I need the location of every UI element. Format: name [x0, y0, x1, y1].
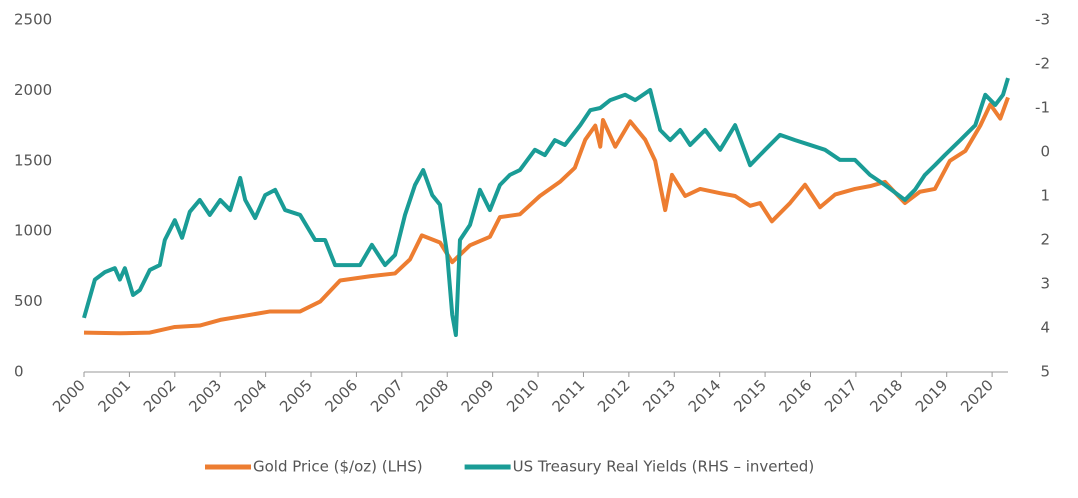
legend-label: US Treasury Real Yields (RHS – inverted) [513, 458, 815, 476]
x-tick-label: 2005 [276, 376, 316, 416]
y-tick-label: 2000 [14, 81, 52, 99]
x-tick-label: 2015 [730, 376, 770, 416]
x-tick-label: 2012 [594, 376, 634, 416]
y-tick-label: 0 [14, 363, 24, 381]
x-tick-label: 2020 [957, 376, 997, 416]
x-tick-label: 2006 [322, 376, 362, 416]
y2-tick-label: -3 [1035, 11, 1050, 29]
y2-tick-label: 3 [1040, 275, 1050, 293]
x-tick-label: 2018 [866, 376, 906, 416]
y2-tick-label: 0 [1040, 143, 1050, 161]
x-tick-label: 2019 [912, 376, 952, 416]
x-tick-label: 2016 [776, 376, 816, 416]
y-tick-label: 1500 [14, 151, 52, 169]
x-tick-label: 2010 [503, 376, 543, 416]
y-tick-label: 2500 [14, 11, 52, 29]
x-tick-label: 2008 [412, 376, 452, 416]
series-line [82, 77, 1010, 338]
y2-tick-label: -1 [1035, 99, 1050, 117]
x-tick-label: 2004 [231, 376, 271, 416]
y2-tick-label: 2 [1040, 231, 1050, 249]
x-tick-label: 2002 [140, 376, 180, 416]
x-tick-label: 2014 [685, 376, 725, 416]
y-tick-label: 1000 [14, 222, 52, 240]
x-tick-label: 2003 [185, 376, 225, 416]
y2-tick-label: -2 [1035, 55, 1050, 73]
series-line [83, 96, 1010, 336]
x-tick-label: 2007 [367, 376, 407, 416]
y-tick-label: 500 [14, 292, 43, 310]
x-tick-label: 2017 [821, 376, 861, 416]
x-tick-label: 2001 [95, 376, 135, 416]
x-tick-label: 2013 [639, 376, 679, 416]
x-tick-label: 2000 [49, 376, 89, 416]
y2-tick-label: 4 [1040, 319, 1050, 337]
legend-label: Gold Price ($/oz) (LHS) [253, 458, 423, 476]
y2-tick-label: 5 [1040, 363, 1050, 381]
x-tick-label: 2011 [549, 376, 589, 416]
x-tick-label: 2009 [458, 376, 498, 416]
y2-tick-label: 1 [1040, 187, 1050, 205]
